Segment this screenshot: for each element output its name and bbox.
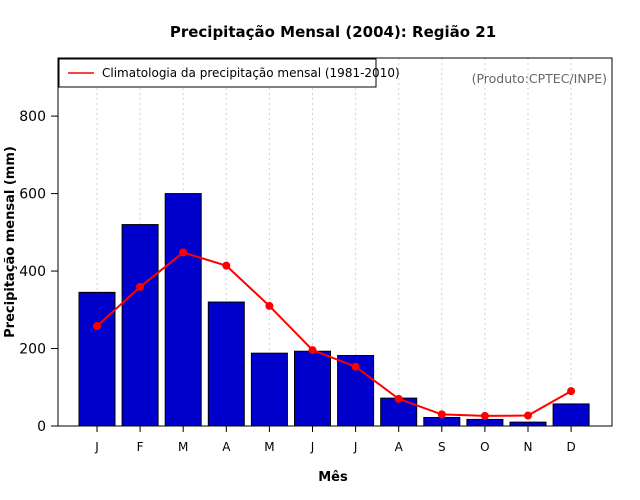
bar-5: [250, 352, 288, 427]
bar-4: [207, 301, 245, 427]
climatology-point-11: [524, 411, 532, 420]
y-tick-label: 0: [37, 419, 46, 435]
plot-frame: [57, 57, 613, 427]
y-axis-label: Precipitação mensal (mm): [3, 146, 18, 338]
bar-2: [121, 224, 159, 427]
bar-1: [78, 291, 116, 427]
climatology-line: [96, 251, 572, 417]
bar-11: [509, 421, 547, 427]
x-tick-label: D: [566, 440, 575, 454]
climatology-point-3: [179, 248, 188, 257]
legend-entry-climatology: Climatologia da precipitação mensal (198…: [102, 66, 400, 80]
climatology-point-6: [308, 346, 317, 355]
x-tick-label: M: [264, 440, 274, 454]
x-tick-label: S: [438, 440, 446, 454]
legend: Climatologia da precipitação mensal (198…: [58, 58, 400, 88]
y-axis: 0 200 400 600 800: [19, 109, 58, 435]
bar-10: [466, 418, 504, 427]
y-tick-label: 400: [19, 264, 46, 280]
y-tick-label: 600: [19, 187, 46, 203]
x-tick-label: J: [353, 440, 358, 454]
x-tick-label: J: [94, 440, 99, 454]
climatology-point-7: [351, 362, 360, 371]
x-tick-label: A: [222, 440, 231, 454]
climatology-point-1: [93, 322, 101, 331]
climatology-point-10: [480, 411, 489, 420]
bar-6: [294, 350, 331, 427]
x-tick-label: F: [137, 440, 144, 454]
bar-3: [164, 193, 202, 427]
legend-box: [58, 58, 377, 88]
y-tick-label: 800: [19, 109, 46, 125]
x-tick-label: N: [524, 440, 533, 454]
climatology-point-12: [567, 387, 576, 396]
x-tick-label: O: [480, 440, 489, 454]
bar-12: [552, 403, 590, 427]
bar-9: [423, 416, 461, 427]
climatology-point-2: [136, 282, 145, 291]
climatology-point-9: [437, 410, 446, 419]
climatology-point-4: [222, 261, 231, 270]
x-tick-label: M: [178, 440, 188, 454]
product-credit: (Produto:CPTEC/INPE): [472, 71, 607, 86]
x-axis-label: Mês: [318, 470, 348, 485]
x-tick-label: J: [310, 440, 315, 454]
x-tick-label: A: [395, 440, 404, 454]
climatology-point-8: [394, 394, 403, 403]
climatology-point-5: [265, 301, 274, 310]
bars-layer: [78, 193, 590, 427]
climatology-line-layer: [93, 248, 576, 420]
chart-title: Precipitação Mensal (2004): Região 21: [170, 23, 496, 41]
y-tick-label: 200: [19, 342, 46, 358]
